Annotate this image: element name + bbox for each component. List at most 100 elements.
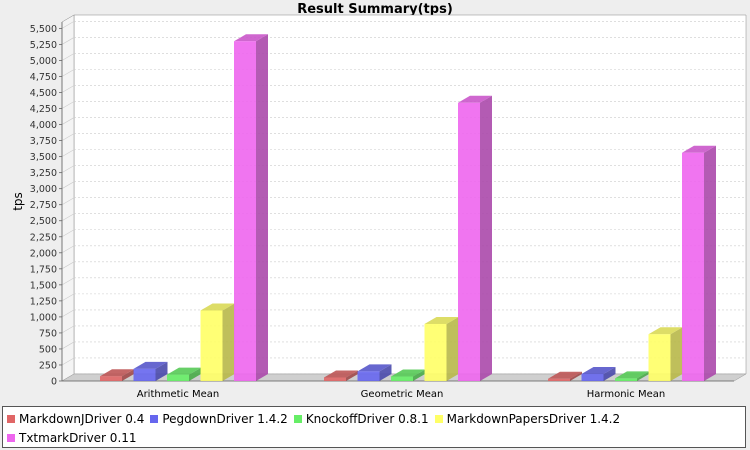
y-tick-label: 5,250 xyxy=(30,40,57,51)
y-tick-label: 4,000 xyxy=(30,120,57,131)
bar-side xyxy=(379,364,392,381)
gridline-side xyxy=(61,117,75,125)
y-tick-label: 250 xyxy=(39,360,57,371)
bar-front xyxy=(548,378,570,381)
y-tick-label: 750 xyxy=(39,328,57,339)
bar-side xyxy=(222,303,235,381)
bar-top xyxy=(682,145,716,153)
bar xyxy=(200,303,235,381)
bar-side xyxy=(189,367,201,381)
gridline-side xyxy=(61,309,75,318)
y-tick-label: 5,000 xyxy=(30,56,57,67)
y-axis-label: tps xyxy=(11,192,25,211)
gridline-side xyxy=(61,197,75,205)
bar-front xyxy=(234,41,256,381)
bar-front xyxy=(100,376,122,381)
bar-front xyxy=(200,310,223,381)
bar-top xyxy=(548,371,582,379)
bar-top xyxy=(324,370,358,378)
y-tick-label: 500 xyxy=(39,344,57,355)
bar xyxy=(682,145,716,381)
y-tick-label: 2,000 xyxy=(30,248,57,259)
legend-swatch-markdownpapers xyxy=(434,414,443,423)
legend-item: KnockoffDriver 0.8.1 xyxy=(293,412,429,426)
legend-label: PegdownDriver 1.4.2 xyxy=(162,411,288,426)
bar-top xyxy=(133,361,168,369)
bar-front xyxy=(424,323,447,381)
gridline-side xyxy=(61,69,75,77)
bar-front xyxy=(324,377,346,381)
x-category-label: Geometric Mean xyxy=(361,389,444,400)
y-tick-label: 3,750 xyxy=(30,136,57,147)
bar-side xyxy=(704,145,716,381)
bar-front xyxy=(357,371,380,381)
y-tick-label: 2,250 xyxy=(30,232,57,243)
bar-side xyxy=(670,327,683,381)
legend-row: TxtmarkDriver 0.11 xyxy=(7,428,741,447)
legend-item: PegdownDriver 1.4.2 xyxy=(150,411,288,426)
bar-side xyxy=(570,371,582,381)
bar-front xyxy=(615,378,637,381)
legend-label: MarkdownPapersDriver 1.4.2 xyxy=(446,411,621,426)
bar-front xyxy=(682,152,704,381)
bar-top xyxy=(167,367,201,375)
bar-top xyxy=(357,364,392,372)
y-tick-label: 4,500 xyxy=(30,88,57,99)
bar xyxy=(581,366,616,381)
legend-swatch-pegdown xyxy=(150,414,159,423)
bar-chart-3d: 0 250 500 750 1,000 1,250 1,500 1,750 2,000 2,250… xyxy=(11,14,747,400)
bar xyxy=(424,316,459,381)
gridline-side xyxy=(61,341,75,350)
bar-top xyxy=(615,371,649,379)
gridline-side xyxy=(61,149,75,157)
legend-row: MarkdownJDriver 0.4 PegdownDriver 1.4.2 … xyxy=(7,409,741,428)
bar xyxy=(391,369,425,381)
gridline-side xyxy=(61,277,75,286)
bar-side xyxy=(603,366,616,381)
y-tick-label: 1,000 xyxy=(30,312,57,323)
bar-top xyxy=(424,316,459,324)
y-tick-label: 5,500 xyxy=(30,24,57,35)
legend-swatch-knockoff xyxy=(293,414,302,423)
gridline-side xyxy=(61,213,75,221)
bar xyxy=(548,371,582,381)
y-tick-label: 4,750 xyxy=(30,72,57,83)
bar-top xyxy=(648,327,683,335)
gridline-side xyxy=(61,21,75,29)
legend-label: TxtmarkDriver 0.11 xyxy=(19,430,137,445)
bar xyxy=(458,95,492,382)
plot-side-wall xyxy=(61,14,75,382)
gridline-side xyxy=(61,53,75,61)
gridline-side xyxy=(61,293,75,302)
gridline-side xyxy=(61,101,75,109)
bar-front xyxy=(167,374,189,381)
gridline-side xyxy=(61,181,75,189)
legend-item: MarkdownJDriver 0.4 xyxy=(7,412,144,426)
y-tick-label: 1,500 xyxy=(30,280,57,291)
gridline-side xyxy=(61,133,75,141)
bar xyxy=(615,371,649,381)
gridline-side xyxy=(61,229,75,238)
bar xyxy=(100,369,134,381)
bar-side xyxy=(446,316,459,381)
bar-side xyxy=(256,34,268,381)
y-tick-label: 1,250 xyxy=(30,296,57,307)
legend-swatch-markdownj xyxy=(7,414,15,423)
chart-title: Result Summary(tps) xyxy=(297,2,453,17)
y-tick-label: 0 xyxy=(51,377,57,388)
y-tick-label: 2,500 xyxy=(30,216,57,227)
bar xyxy=(133,361,168,381)
gridline-side xyxy=(61,165,75,173)
bar-front xyxy=(581,373,604,381)
bar-top xyxy=(458,95,492,103)
chart-legend: MarkdownJDriver 0.4 PegdownDriver 1.4.2 … xyxy=(2,406,746,448)
bar xyxy=(167,367,201,381)
y-tick-label: 2,750 xyxy=(30,200,57,211)
gridline-side xyxy=(61,325,75,334)
bar-top xyxy=(234,34,268,42)
y-tick-label: 1,750 xyxy=(30,264,57,275)
bar-front xyxy=(391,376,413,381)
gridline-side xyxy=(61,261,75,270)
bar-top xyxy=(391,369,425,377)
